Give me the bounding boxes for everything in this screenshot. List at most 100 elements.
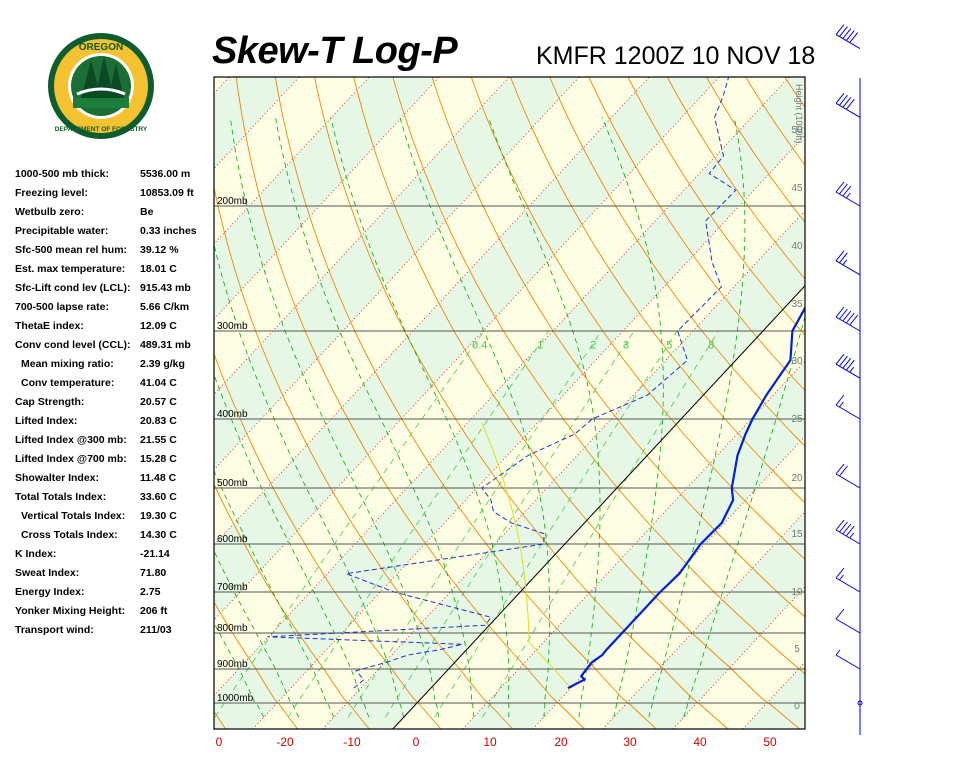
- index-value: 12.09 C: [140, 320, 177, 332]
- height-tick-label: 20: [791, 473, 803, 484]
- wind-barb: [835, 394, 861, 420]
- mixing-ratio-line: [347, 330, 602, 718]
- wind-barb: [835, 567, 861, 593]
- pressure-label: 300mb: [217, 321, 248, 332]
- index-value: 0.33 inches: [140, 225, 197, 237]
- barb-flag: [835, 608, 845, 620]
- mixing-ratio-line: [434, 330, 678, 718]
- height-tick-label: 35: [791, 299, 803, 310]
- wind-barb: [835, 306, 861, 332]
- wind-barb: [835, 608, 861, 634]
- wind-barb: [835, 24, 861, 49]
- index-label: Cap Strength:: [15, 396, 85, 408]
- mixing-ratio-label: 0.4: [472, 340, 487, 352]
- index-value: Be: [140, 206, 154, 218]
- index-label: Lifted Index:: [15, 415, 78, 427]
- barb-flag: [849, 32, 859, 43]
- index-row: Wetbulb zero: Be: [15, 206, 220, 225]
- height-tick-label: 40: [791, 241, 803, 252]
- index-value: 489.31 mb: [140, 339, 191, 351]
- height-axis-label: Height (1000ft): [794, 84, 804, 144]
- dry-adiabat-line: [784, 77, 805, 108]
- index-value: -21.14: [140, 548, 170, 560]
- wind-barb: [835, 519, 861, 545]
- index-label: Lifted Index @300 mb:: [15, 434, 127, 446]
- x-tick-label: 40: [693, 735, 707, 749]
- pressure-label: 500mb: [217, 478, 248, 489]
- index-label: Freezing level:: [15, 187, 88, 199]
- parcel-path-line: [481, 422, 572, 689]
- index-label: Sweat Index:: [15, 567, 80, 579]
- wind-barb: [835, 463, 861, 489]
- index-label: Lifted Index @700 mb:: [15, 453, 127, 465]
- chart-subtitle: KMFR 1200Z 10 NOV 18: [536, 42, 816, 70]
- index-value: 206 ft: [140, 605, 168, 617]
- dry-adiabat-line: [235, 77, 585, 729]
- x-tick-label: -10: [343, 735, 361, 749]
- wind-barb: [857, 700, 863, 706]
- isotherm-line: [214, 77, 790, 697]
- barb-flag: [839, 94, 848, 106]
- pressure-label: 400mb: [217, 409, 248, 420]
- barb-flag: [849, 314, 859, 326]
- height-tick-label: 50: [791, 125, 803, 136]
- barb-shaft: [835, 102, 861, 118]
- mixing-ratio-label: 3: [623, 340, 629, 352]
- dry-adiabat-line: [314, 77, 729, 729]
- index-label: Total Totals Index:: [15, 491, 107, 503]
- height-tick-label: 45: [791, 183, 803, 194]
- index-value: 20.57 C: [140, 396, 177, 408]
- isotherm-line: [214, 77, 230, 94]
- temperature-band: [214, 77, 230, 94]
- barb-flag: [845, 359, 855, 371]
- index-label: Yonker Mixing Height:: [15, 605, 126, 617]
- barb-flag: [835, 519, 845, 531]
- logo-top-text: OREGON: [79, 42, 123, 53]
- barb-flag: [845, 312, 855, 324]
- barb-shaft: [835, 191, 861, 207]
- temperature-band: [214, 77, 370, 244]
- index-row: Lifted Index @700 mb: 15.28 C: [15, 453, 220, 472]
- barb-shaft: [835, 404, 861, 420]
- index-value: 39.12 %: [140, 244, 179, 256]
- index-value: 19.30 C: [140, 510, 177, 522]
- height-tick-label: 30: [791, 356, 803, 367]
- temperature-band: [214, 77, 790, 696]
- pressure-label: 600mb: [217, 534, 248, 545]
- x-tick-label: 50: [763, 735, 777, 749]
- barb-shaft: [835, 363, 861, 379]
- mixing-ratio-label: 1: [537, 340, 543, 352]
- height-tick-label: 5: [794, 644, 800, 655]
- zero-isotherm-line: [392, 285, 805, 729]
- index-label: Cross Totals Index:: [21, 529, 118, 541]
- index-value: 15.28 C: [140, 453, 177, 465]
- dry-adiabat-line: [392, 77, 805, 675]
- index-row: Precipitable water: 0.33 inches: [15, 225, 220, 244]
- barb-flag: [839, 465, 848, 477]
- stability-indices-panel: 1000-500 mb thick: 5536.00 m Freezing leve…: [15, 168, 220, 643]
- mixing-ratio-label: 5: [666, 340, 672, 352]
- barb-shaft: [835, 529, 861, 545]
- pressure-label: 1000mb: [217, 693, 254, 704]
- index-label: Sfc-500 mean rel hum:: [15, 244, 128, 256]
- index-row: Sweat Index: 71.80: [15, 567, 220, 586]
- barb-flag: [835, 92, 845, 104]
- index-label: 700-500 lapse rate:: [15, 301, 109, 313]
- isotherm-line: [214, 77, 650, 546]
- index-value: 211/03: [140, 624, 172, 636]
- barb-flag: [835, 181, 845, 193]
- barb-shaft: [835, 618, 861, 634]
- index-value: 20.83 C: [140, 415, 177, 427]
- index-label: Conv cond level (CCL):: [15, 339, 131, 351]
- index-row: Conv cond level (CCL): 489.31 mb: [15, 339, 220, 358]
- barb-flag: [842, 357, 852, 369]
- x-tick-label: -20: [276, 735, 294, 749]
- index-label: Energy Index:: [15, 586, 85, 598]
- mixing-ratio-line: [482, 330, 719, 718]
- wind-barb: [835, 250, 861, 276]
- dry-adiabat-line: [431, 77, 805, 618]
- barb-shaft: [835, 316, 861, 332]
- dry-adiabat-line: [274, 77, 657, 729]
- barb-half-flag: [835, 649, 841, 656]
- temperature-band: [813, 77, 960, 729]
